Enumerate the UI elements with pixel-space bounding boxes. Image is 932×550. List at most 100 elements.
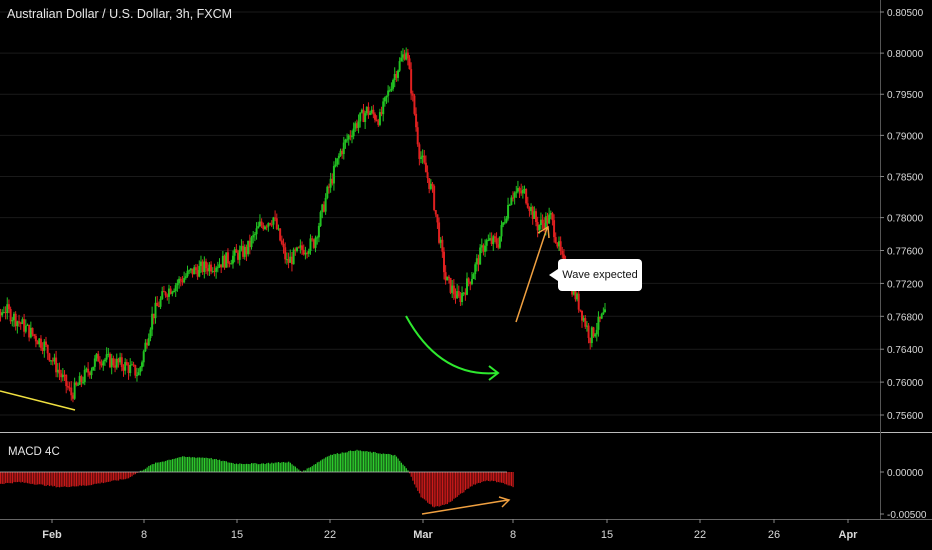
macd-bar bbox=[251, 463, 253, 472]
candle-body bbox=[100, 363, 103, 366]
time-axis[interactable]: Feb 8 15 22 Mar 8 15 22 26 Apr bbox=[42, 519, 858, 541]
macd-bar bbox=[52, 472, 54, 487]
candle-body bbox=[553, 220, 556, 238]
candle-body bbox=[56, 369, 59, 373]
macd-bar bbox=[509, 472, 511, 486]
candle-body bbox=[70, 387, 73, 396]
price-axis[interactable]: 0.80500 0.80000 0.79500 0.79000 0.78500 0.780… bbox=[880, 8, 924, 422]
macd-bar bbox=[374, 452, 376, 472]
macd-bar bbox=[289, 462, 291, 472]
candle-body bbox=[50, 360, 53, 362]
macd-bar bbox=[97, 472, 99, 484]
macd-bar bbox=[512, 472, 514, 488]
macd-bar bbox=[392, 455, 394, 472]
macd-axis[interactable]: 0.00000 -0.00500 bbox=[880, 468, 927, 521]
candle-body bbox=[528, 207, 531, 212]
annotation-callout[interactable]: Wave expected bbox=[549, 259, 642, 291]
macd-bar bbox=[141, 470, 143, 472]
candle-body bbox=[480, 245, 483, 248]
candle-body bbox=[183, 278, 186, 283]
candle-body bbox=[535, 211, 537, 223]
candle-body bbox=[250, 237, 253, 248]
candle-body bbox=[231, 255, 234, 264]
candle-body bbox=[428, 178, 431, 189]
indicator-label[interactable]: MACD 4C bbox=[8, 446, 60, 458]
macd-bar bbox=[492, 472, 494, 482]
macd-bar bbox=[53, 472, 56, 486]
candle-body bbox=[329, 178, 332, 188]
candle-body bbox=[279, 228, 282, 241]
candle-body bbox=[602, 312, 605, 315]
macd-bar bbox=[482, 472, 485, 482]
macd-divergence-arrow-head-icon bbox=[498, 496, 511, 508]
candle-body bbox=[469, 281, 472, 285]
macd-bar bbox=[274, 462, 276, 472]
macd-bar bbox=[244, 464, 246, 472]
macd-bar bbox=[321, 459, 323, 472]
macd-bar bbox=[6, 472, 8, 483]
macd-bar bbox=[422, 472, 424, 499]
curved-arrow[interactable] bbox=[405, 315, 498, 375]
macd-bar bbox=[101, 472, 103, 483]
candle-body bbox=[159, 298, 162, 307]
macd-bar bbox=[3, 472, 5, 485]
macd-bar bbox=[156, 462, 158, 472]
candle-body bbox=[237, 252, 240, 260]
candle-body bbox=[274, 217, 277, 219]
macd-bar bbox=[11, 472, 14, 484]
candle-body bbox=[421, 155, 424, 158]
macd-divergence-arrow[interactable] bbox=[421, 499, 509, 515]
candle-body bbox=[97, 353, 100, 362]
macd-bar bbox=[481, 472, 483, 482]
macd-bar bbox=[257, 464, 259, 472]
candle-body bbox=[398, 61, 401, 71]
macd-bar bbox=[92, 472, 94, 485]
macd-bar bbox=[225, 461, 227, 472]
candle-body bbox=[157, 306, 160, 308]
macd-bar bbox=[256, 463, 258, 472]
macd-bar bbox=[202, 457, 204, 472]
macd-bar bbox=[153, 463, 155, 472]
macd-bar bbox=[1, 472, 3, 484]
macd-bar bbox=[336, 453, 338, 472]
macd-bar bbox=[23, 472, 25, 483]
candle-body bbox=[285, 259, 288, 261]
candle-body bbox=[492, 236, 495, 245]
macd-bar bbox=[203, 457, 206, 472]
candle-body bbox=[26, 324, 29, 326]
candle-body bbox=[383, 97, 386, 102]
macd-bar bbox=[183, 456, 185, 472]
candle-body bbox=[576, 293, 579, 300]
candle-body bbox=[530, 206, 533, 212]
macd-bar bbox=[394, 454, 396, 472]
candle-body bbox=[543, 223, 546, 229]
macd-bar bbox=[502, 472, 504, 483]
forecast-arrow[interactable] bbox=[515, 227, 548, 323]
macd-bar bbox=[205, 457, 207, 472]
macd-bar bbox=[80, 472, 83, 486]
candle-body bbox=[213, 270, 216, 272]
candle-body bbox=[328, 186, 330, 188]
candle-body bbox=[322, 204, 325, 212]
macd-bar bbox=[415, 472, 417, 488]
trendline[interactable] bbox=[0, 390, 76, 411]
macd-bar bbox=[229, 462, 231, 472]
macd-bar bbox=[146, 467, 148, 472]
macd-bar bbox=[32, 472, 34, 484]
macd-bar bbox=[69, 472, 71, 488]
macd-bar bbox=[21, 472, 24, 482]
candle-body bbox=[263, 226, 266, 229]
macd-bar bbox=[272, 463, 275, 472]
candle-body bbox=[216, 267, 219, 269]
macd-bar bbox=[230, 462, 232, 472]
candle-body bbox=[60, 373, 63, 378]
macd-bar bbox=[136, 472, 138, 474]
candle-body bbox=[400, 57, 403, 62]
candle-body bbox=[265, 226, 268, 228]
candle-body bbox=[484, 245, 487, 252]
time-tick-label: 22 bbox=[324, 529, 336, 541]
candle-body bbox=[83, 369, 86, 383]
candle-body bbox=[332, 166, 335, 184]
candle-body bbox=[538, 225, 541, 231]
